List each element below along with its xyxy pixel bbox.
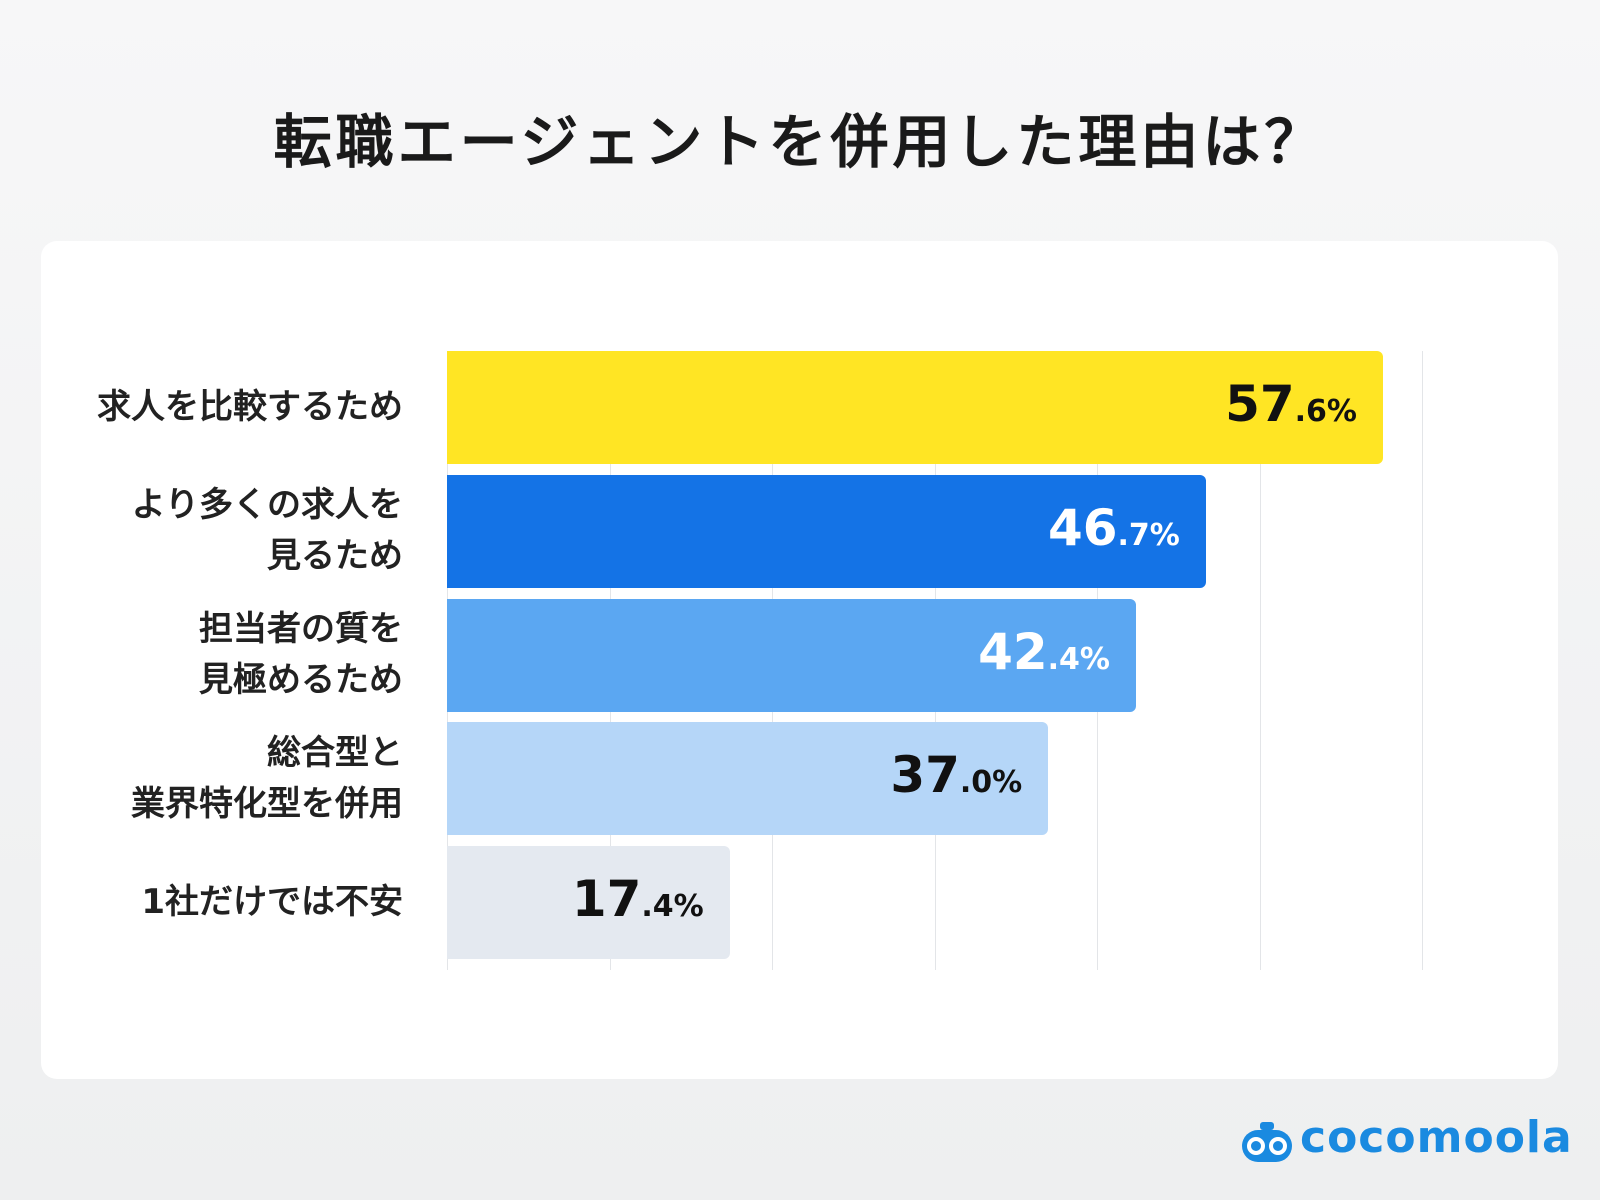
chart-title: 転職エージェントを併用した理由は？ bbox=[273, 108, 1327, 176]
category-label: 1社だけでは不安 bbox=[141, 882, 403, 923]
brand-name: cocomoola bbox=[1300, 1112, 1573, 1163]
grid-line bbox=[1259, 351, 1261, 970]
category-label: 総合型と 業界特化型を併用 bbox=[131, 732, 403, 824]
category-label: 求人を比較するため bbox=[97, 387, 403, 427]
bar bbox=[447, 351, 1383, 464]
value-label: 57.6% bbox=[1225, 375, 1357, 433]
category-label: より多くの求人を 見るため bbox=[131, 485, 403, 577]
brand-icon bbox=[1242, 1122, 1292, 1162]
value-label: 37.0% bbox=[890, 746, 1023, 805]
category-label: 担当者の質を 見極めるため bbox=[199, 609, 403, 701]
bar bbox=[447, 598, 1136, 712]
value-label: 46.7% bbox=[1047, 498, 1180, 557]
grid-line bbox=[1422, 351, 1423, 970]
bar bbox=[447, 722, 1049, 836]
value-label: 17.4% bbox=[571, 870, 704, 929]
bar bbox=[447, 474, 1206, 588]
value-label: 42.4% bbox=[978, 622, 1110, 681]
bar bbox=[447, 846, 730, 960]
